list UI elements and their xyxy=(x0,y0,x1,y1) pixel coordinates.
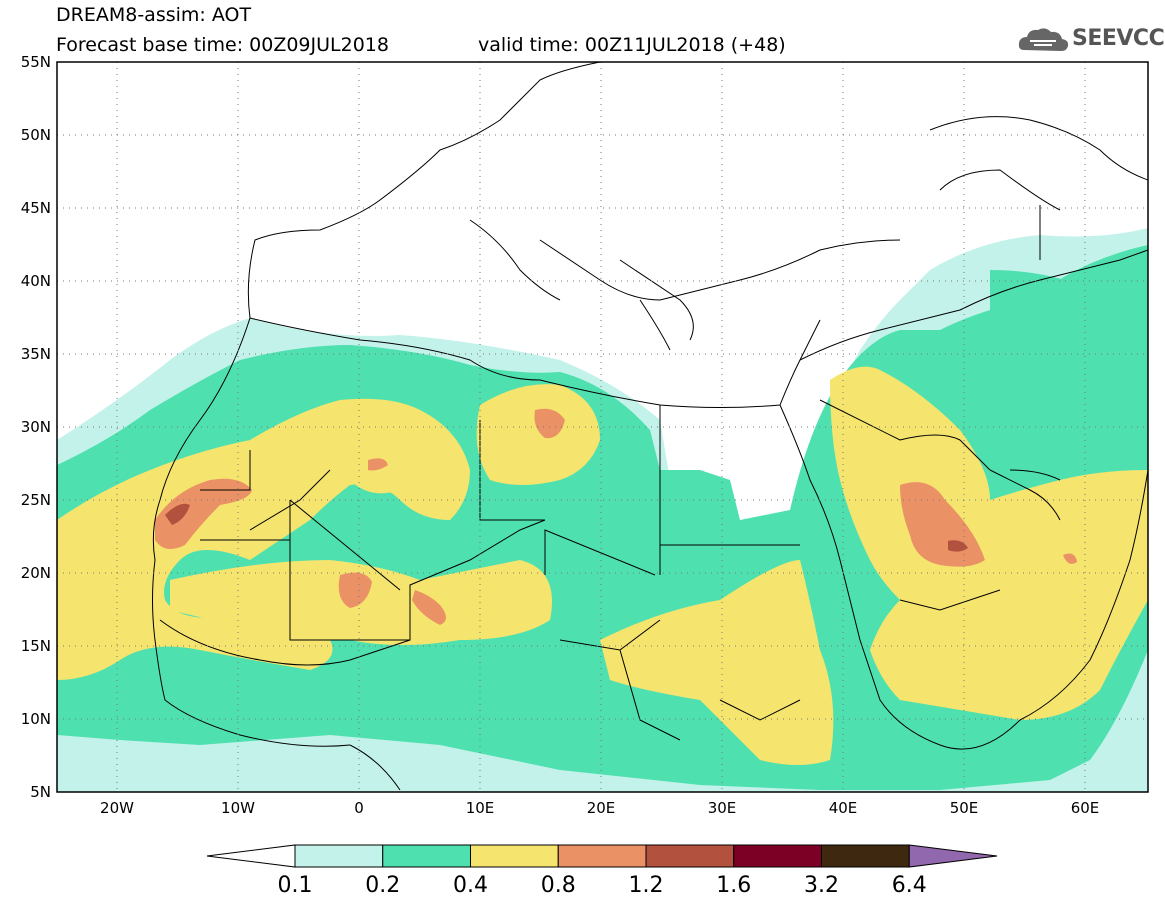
colorbar-label: 6.4 xyxy=(892,873,927,898)
colorbar-swatch xyxy=(821,844,910,868)
colorbar-label: 1.6 xyxy=(716,873,751,898)
lon-label: 20W xyxy=(100,799,134,817)
aot-band-0-4 xyxy=(57,366,1148,765)
lon-label: 60E xyxy=(1071,799,1100,817)
lon-label: 30E xyxy=(708,799,737,817)
aot-band-1-2 xyxy=(165,503,968,552)
colorbar-label: 1.2 xyxy=(629,873,664,898)
colorbar-label: 0.4 xyxy=(453,873,488,898)
colorbar-swatch xyxy=(382,844,471,868)
colorbar-under-arrow xyxy=(206,844,296,868)
lat-label: 55N xyxy=(21,53,51,71)
colorbar-swatch xyxy=(470,844,559,868)
colorbar-swatch xyxy=(733,844,822,868)
colorbar-swatch xyxy=(645,844,735,868)
lat-label: 25N xyxy=(21,491,51,509)
chart-title: DREAM8-assim: AOT xyxy=(56,4,252,26)
lat-labels: 55N 50N 45N 40N 35N 30N 25N 20N 15N 10N … xyxy=(21,53,51,801)
cloud-icon xyxy=(1018,28,1069,51)
lat-label: 5N xyxy=(30,783,51,801)
colorbar: 0.1 0.2 0.4 0.8 1.2 1.6 3.2 6.4 xyxy=(206,844,998,898)
logo-text: SEEVCCC xyxy=(1072,26,1165,51)
lat-label: 50N xyxy=(21,126,51,144)
lon-label: 20E xyxy=(587,799,616,817)
lat-label: 15N xyxy=(21,637,51,655)
seevccc-logo: SEEVCCC xyxy=(1016,24,1165,56)
colorbar-swatch xyxy=(294,844,384,868)
lon-labels: 20W 10W 0 10E 20E 30E 40E 50E 60E xyxy=(100,799,1099,817)
valid-time-label: valid time: 00Z11JUL2018 (+48) xyxy=(478,34,786,56)
lat-label: 45N xyxy=(21,199,51,217)
colorbar-label: 0.1 xyxy=(278,873,313,898)
lat-label: 35N xyxy=(21,345,51,363)
lon-label: 10W xyxy=(221,799,255,817)
colorbar-label: 0.2 xyxy=(365,873,400,898)
lon-label: 50E xyxy=(950,799,979,817)
lat-label: 10N xyxy=(21,710,51,728)
aot-fields xyxy=(57,62,1148,792)
colorbar-over-arrow xyxy=(908,844,998,868)
colorbar-label: 3.2 xyxy=(804,873,839,898)
lon-label: 10E xyxy=(466,799,495,817)
base-time-label: Forecast base time: 00Z09JUL2018 xyxy=(56,34,389,56)
lon-label: 0 xyxy=(354,799,364,817)
map-frame xyxy=(56,61,1149,793)
lat-label: 30N xyxy=(21,418,51,436)
colorbar-label: 0.8 xyxy=(541,873,576,898)
lat-label: 20N xyxy=(21,564,51,582)
lat-label: 40N xyxy=(21,272,51,290)
lon-label: 40E xyxy=(829,799,858,817)
colorbar-swatch xyxy=(557,844,647,868)
coastlines xyxy=(152,62,1148,791)
